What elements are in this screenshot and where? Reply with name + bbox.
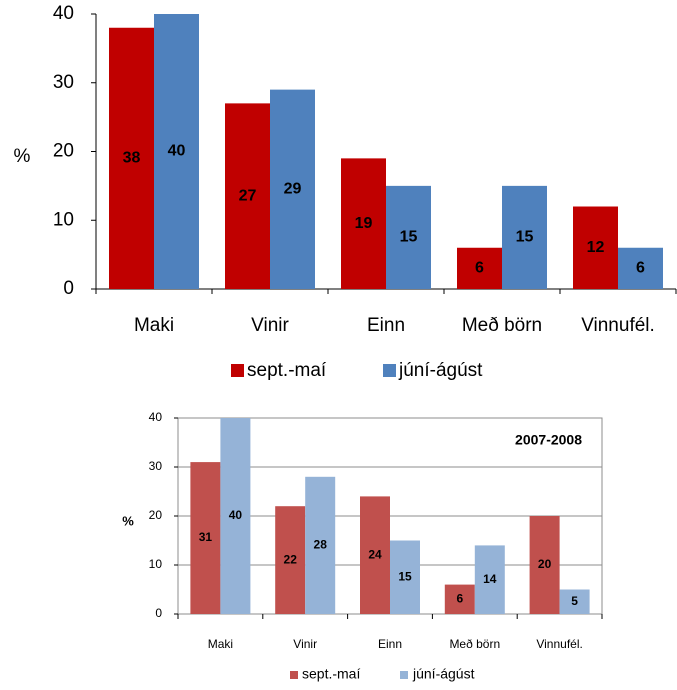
chart-1-data-label: 40 [168, 143, 186, 160]
chart-2-yticks: 0 10 20 30 40 [149, 410, 178, 620]
chart-1-bar-sept [225, 103, 270, 289]
chart-2-data-label: 20 [538, 557, 552, 571]
chart-2-ylabel: % [122, 513, 134, 528]
chart-1-data-label: 29 [284, 181, 302, 198]
chart-1-xtick-label: Maki [134, 315, 174, 336]
chart-2-ytick-label: 10 [149, 557, 163, 571]
chart-2-data-label: 22 [284, 552, 298, 566]
chart-1-ytick-label: 20 [53, 141, 74, 162]
chart-1-bars: 38 40 27 29 19 15 6 15 12 6 [109, 14, 663, 289]
chart-1-legend-label-sept: sept.-maí [247, 360, 327, 381]
chart-1-ylabel: % [14, 146, 31, 167]
chart-2-ytick-label: 0 [155, 606, 162, 620]
chart-2-legend-swatch-juni [400, 671, 408, 679]
chart-1-ytick-label: 40 [53, 3, 74, 24]
chart-2-bar-sept [444, 584, 475, 614]
chart-2: 0 10 20 30 40 % 2007-2008 31 40 22 28 24 15 6 14 20 5… [122, 410, 603, 682]
chart-2-bar-sept [275, 506, 306, 614]
chart-2-title: 2007-2008 [515, 432, 582, 448]
chart-2-xtick-label: Einn [378, 637, 402, 651]
chart-1-data-label: 12 [587, 239, 605, 256]
chart-2-legend-label-juni: júní-ágúst [412, 666, 475, 682]
chart-1-ytick-label: 0 [63, 278, 74, 299]
chart-2-bar-juni [220, 418, 251, 614]
chart-1-bar-juni [270, 89, 315, 289]
chart-2-xtick-label: Vinnufél. [536, 637, 582, 651]
chart-1-bar-sept [341, 158, 386, 289]
chart-1-bar-juni [154, 14, 199, 289]
chart-2-data-label: 6 [456, 591, 463, 605]
chart-2-bar-juni [559, 589, 590, 614]
chart-2-bar-sept [360, 496, 390, 614]
chart-2-bar-juni [474, 545, 505, 614]
chart-2-xtick-label: Maki [208, 637, 233, 651]
chart-2-ytick-label: 20 [149, 508, 163, 522]
chart-1-data-label: 27 [239, 187, 257, 204]
chart-2-ytick-label: 30 [149, 459, 163, 473]
chart-1-xtick-label: Vinnufél. [581, 315, 655, 336]
chart-2-legend-swatch-sept [290, 671, 298, 679]
chart-2-legend-label-sept: sept.-maí [302, 666, 360, 682]
chart-1-bar-sept [457, 247, 502, 289]
chart-2-xtick-label: Með börn [449, 637, 500, 651]
chart-2-bar-sept [190, 462, 221, 614]
chart-2-ytick-label: 40 [149, 410, 163, 424]
chart-1-yticks: 0 10 20 30 40 [53, 3, 96, 299]
chart-2-bars: 31 40 22 28 24 15 6 14 20 5 [190, 418, 590, 614]
chart-1-xlabels: Maki Vinir Einn Með börn Vinnufél. [95, 289, 677, 336]
chart-2-xlabels: Maki Vinir Einn Með börn Vinnufél. [177, 614, 603, 651]
chart-1-legend-swatch-sept [231, 364, 244, 377]
chart-1-data-label: 6 [636, 260, 645, 277]
chart-1-bar-juni [386, 185, 431, 289]
chart-1-data-label: 19 [355, 215, 373, 232]
chart-1-bar-sept [573, 206, 618, 289]
chart-2-data-label: 40 [229, 508, 243, 522]
chart-1-bar-juni [618, 247, 663, 289]
chart-1-xtick-label: Vinir [251, 315, 289, 336]
chart-1-xtick-label: Einn [367, 315, 405, 336]
chart-2-bar-juni [390, 540, 420, 614]
chart-1-data-label: 15 [516, 229, 534, 246]
chart-1-legend: sept.-maí júní-ágúst [231, 360, 483, 381]
chart-1: 0 10 20 30 40 % 38 40 27 29 19 15 6 15 12 6 Maki Vinir… [14, 3, 677, 381]
chart-2-data-label: 31 [199, 530, 213, 544]
chart-2-xtick-label: Vinir [293, 637, 317, 651]
chart-1-data-label: 15 [400, 229, 418, 246]
chart-1-data-label: 38 [123, 150, 141, 167]
chart-2-data-label: 24 [368, 547, 382, 561]
chart-1-legend-swatch-juni [383, 364, 396, 377]
chart-2-data-label: 5 [571, 594, 578, 608]
chart-1-ytick-label: 30 [53, 72, 74, 93]
chart-2-legend: sept.-maí júní-ágúst [290, 666, 475, 682]
chart-2-bar-juni [305, 476, 336, 614]
chart-1-xtick-label: Með börn [462, 315, 542, 336]
chart-2-data-label: 14 [483, 572, 497, 586]
chart-2-data-label: 15 [398, 569, 412, 583]
chart-2-data-label: 28 [314, 538, 328, 552]
chart-1-legend-label-juni: júní-ágúst [398, 360, 483, 381]
chart-1-bar-juni [502, 185, 547, 289]
chart-1-data-label: 6 [475, 260, 484, 277]
chart-1-bar-sept [109, 27, 154, 289]
chart-1-ytick-label: 10 [53, 209, 74, 230]
chart-2-bar-sept [529, 516, 560, 614]
